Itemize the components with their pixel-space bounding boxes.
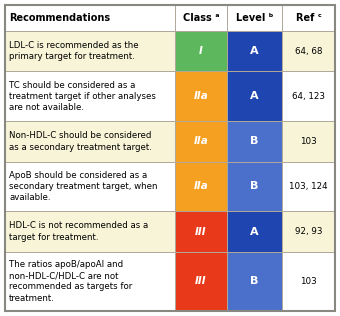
Text: Ref ᶜ: Ref ᶜ bbox=[295, 13, 321, 23]
Bar bbox=[5, 121, 175, 161]
Text: 92, 93: 92, 93 bbox=[295, 227, 322, 236]
Text: 64, 68: 64, 68 bbox=[295, 47, 322, 56]
Text: 103: 103 bbox=[300, 277, 317, 286]
Text: LDL-C is recommended as the
primary target for treatment.: LDL-C is recommended as the primary targ… bbox=[9, 41, 139, 61]
Bar bbox=[227, 161, 282, 211]
Text: Recommendations: Recommendations bbox=[9, 13, 110, 23]
Text: B: B bbox=[250, 181, 259, 191]
Bar bbox=[282, 211, 335, 252]
Bar bbox=[5, 161, 175, 211]
Bar bbox=[227, 121, 282, 161]
Text: A: A bbox=[250, 227, 259, 237]
Text: B: B bbox=[250, 276, 259, 286]
Text: TC should be considered as a
treatment target if other analyses
are not availabl: TC should be considered as a treatment t… bbox=[9, 81, 156, 112]
Bar bbox=[175, 161, 227, 211]
Bar bbox=[227, 211, 282, 252]
Text: 103, 124: 103, 124 bbox=[289, 182, 328, 191]
Bar bbox=[5, 71, 175, 121]
Bar bbox=[282, 252, 335, 311]
Text: Level ᵇ: Level ᵇ bbox=[236, 13, 273, 23]
Bar bbox=[5, 211, 175, 252]
Text: IIa: IIa bbox=[194, 137, 208, 146]
Bar bbox=[5, 252, 175, 311]
Text: A: A bbox=[250, 91, 259, 101]
Text: I: I bbox=[199, 46, 203, 56]
Text: 103: 103 bbox=[300, 137, 317, 146]
Bar bbox=[282, 161, 335, 211]
Bar bbox=[175, 5, 227, 31]
Text: III: III bbox=[195, 276, 207, 286]
Text: Non-HDL-C should be considered
as a secondary treatment target.: Non-HDL-C should be considered as a seco… bbox=[9, 131, 152, 151]
Bar bbox=[282, 121, 335, 161]
Bar bbox=[175, 31, 227, 71]
Text: III: III bbox=[195, 227, 207, 237]
Bar bbox=[227, 252, 282, 311]
Bar bbox=[227, 5, 282, 31]
Bar bbox=[227, 71, 282, 121]
Bar bbox=[5, 31, 175, 71]
Bar bbox=[5, 5, 175, 31]
Bar bbox=[175, 71, 227, 121]
Text: A: A bbox=[250, 46, 259, 56]
Bar bbox=[175, 252, 227, 311]
Bar bbox=[282, 5, 335, 31]
Text: IIa: IIa bbox=[194, 91, 208, 101]
Text: ApoB should be considered as a
secondary treatment target, when
available.: ApoB should be considered as a secondary… bbox=[9, 171, 157, 202]
Bar bbox=[175, 121, 227, 161]
Bar bbox=[282, 31, 335, 71]
Text: Class ᵃ: Class ᵃ bbox=[183, 13, 219, 23]
Text: B: B bbox=[250, 137, 259, 146]
Text: 64, 123: 64, 123 bbox=[292, 92, 325, 101]
Text: IIa: IIa bbox=[194, 181, 208, 191]
Bar bbox=[175, 211, 227, 252]
Bar bbox=[282, 71, 335, 121]
Bar bbox=[227, 31, 282, 71]
Text: The ratios apoB/apoAI and
non-HDL-C/HDL-C are not
recommended as targets for
tre: The ratios apoB/apoAI and non-HDL-C/HDL-… bbox=[9, 260, 132, 303]
Text: HDL-C is not recommended as a
target for treatment.: HDL-C is not recommended as a target for… bbox=[9, 222, 148, 242]
